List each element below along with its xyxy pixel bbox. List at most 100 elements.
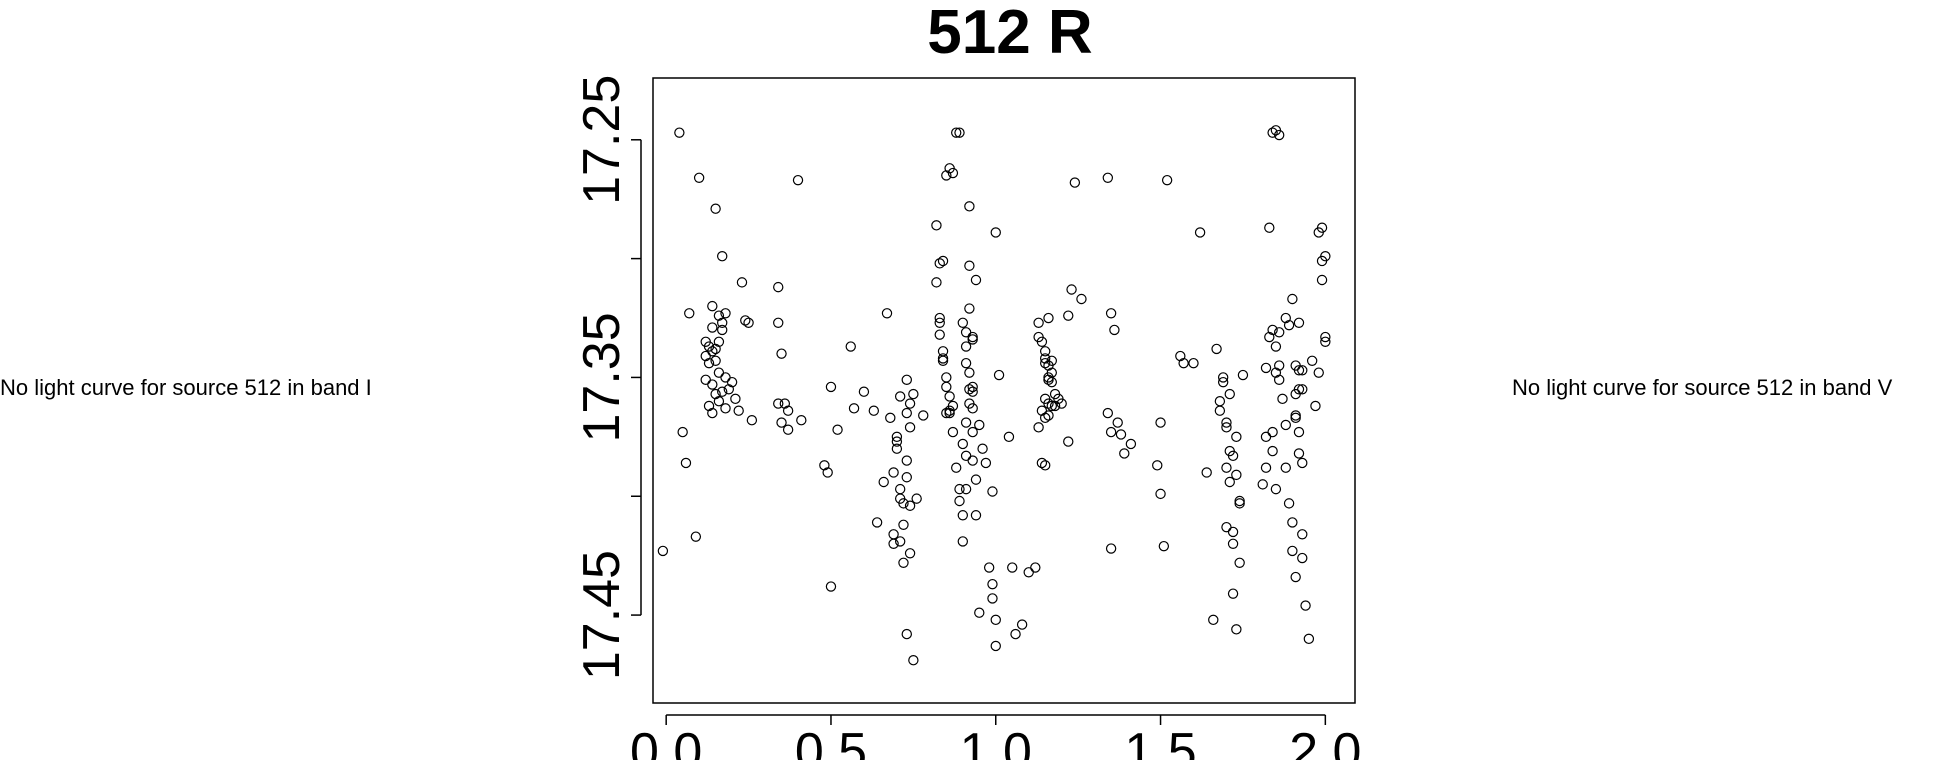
x-tick-label: 0.0 [630,723,702,760]
data-point [934,312,945,324]
data-point [1260,431,1272,443]
data-point [960,341,972,352]
data-point [1221,521,1232,533]
data-point [723,384,735,395]
data-point [894,536,906,547]
data-point [773,398,784,409]
data-point [1260,362,1272,374]
data-point [1043,374,1054,386]
data-point [1030,562,1041,573]
data-point [1076,293,1087,305]
data-point [1115,429,1127,440]
data-point [957,438,969,450]
data-point [964,303,975,314]
data-point [674,127,685,138]
data-point [901,374,912,386]
data-point [848,403,860,414]
data-point [967,455,978,466]
data-point [957,317,969,328]
x-tick-label: 2.0 [1289,723,1361,760]
data-point [707,322,718,333]
data-point [713,395,725,407]
data-point [898,498,909,509]
data-point [891,431,903,443]
data-point [1293,317,1305,328]
data-point [1217,372,1229,383]
data-point [1293,384,1305,395]
data-point [908,388,919,400]
data-point [1155,417,1166,428]
data-point [1046,376,1057,388]
data-point [1306,355,1318,366]
data-point [1227,450,1239,462]
data-point [888,467,899,478]
data-point [1158,540,1170,552]
data-point [1313,367,1324,378]
data-point [1287,517,1298,528]
data-point [1320,336,1331,347]
data-point [931,220,942,231]
data-point [1293,426,1305,438]
data-point [1105,543,1117,554]
data-point [970,510,982,521]
data-point [1201,467,1212,478]
data-point [1036,336,1048,347]
data-point [1043,312,1054,324]
x-axis: 0.0 0.5 1.0 1.5 2.0 [630,714,1361,760]
data-point [1010,628,1021,640]
data-point [1320,331,1331,343]
data-point [1188,357,1199,369]
data-point [941,372,952,383]
data-point [954,483,965,495]
data-point [901,472,912,483]
data-point [703,400,715,412]
data-point [1231,431,1242,443]
data-point [743,317,754,328]
data-point [990,227,1001,238]
data-point [904,500,916,511]
data-point [1273,360,1285,371]
data-point [713,367,725,378]
data-point [1264,331,1275,343]
data-point [690,531,702,542]
data-point [1175,350,1186,362]
data-point [680,457,692,469]
data-point [1280,312,1291,324]
data-point [1260,462,1272,473]
data-point [1063,436,1074,447]
data-point [1310,400,1321,412]
data-point [1003,431,1015,443]
data-point [904,422,916,433]
data-point [987,578,998,590]
data-point [954,495,965,507]
data-point [1297,457,1308,469]
data-point [1273,327,1285,338]
data-point [987,593,998,604]
data-point [1036,457,1048,469]
data-point [957,510,969,521]
data-point [1257,479,1268,490]
data-point [967,386,978,397]
data-point [894,391,906,402]
data-point [904,398,916,409]
data-point [977,443,988,454]
data-point [960,450,972,462]
data-point [990,640,1001,652]
data-point [1270,367,1282,378]
data-point [717,386,728,397]
data-point [1161,174,1173,186]
data-point [736,277,748,288]
data-point [1290,412,1301,424]
data-point [881,308,893,319]
x-tick-label: 1.0 [960,723,1032,760]
data-point [967,381,978,393]
data-point [1214,405,1226,416]
data-point [707,346,718,357]
data-point [898,519,909,530]
data-point [1039,393,1051,405]
chart-title: 512 R [927,0,1092,67]
data-point [1313,227,1324,238]
no-light-curve-note-band-v: No light curve for source 512 in band V [1512,375,1893,400]
data-point [703,357,715,369]
